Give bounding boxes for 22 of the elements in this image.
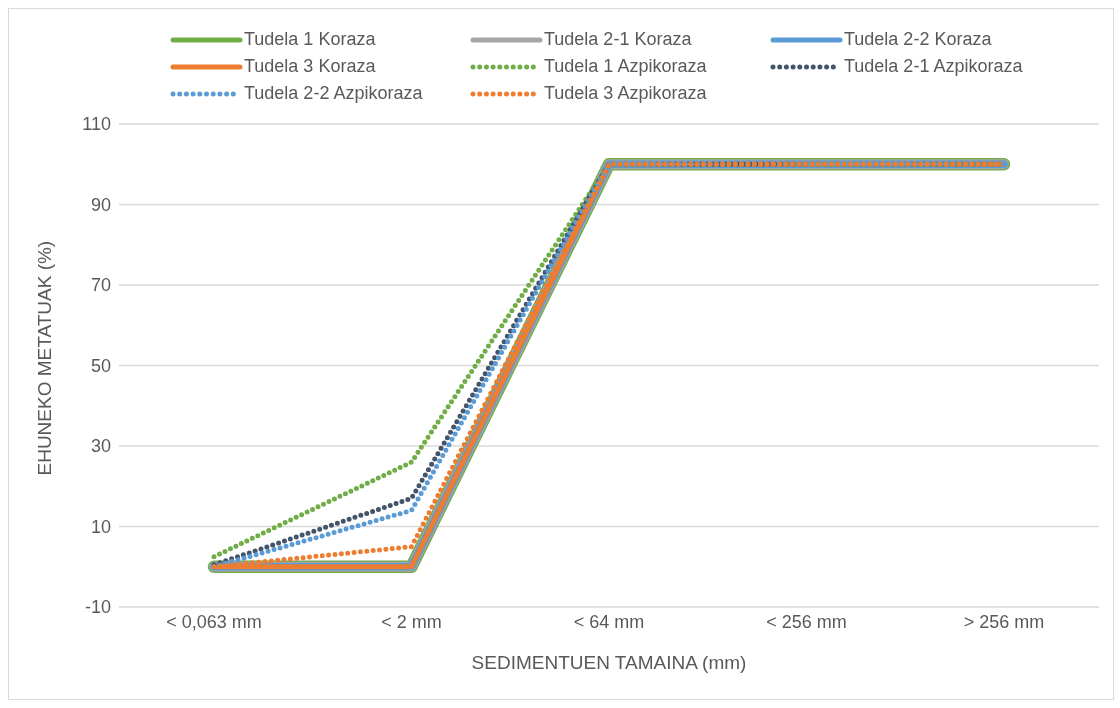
- y-tick-label: 10: [90, 516, 111, 537]
- legend-label: Tudela 1 Koraza: [244, 29, 376, 50]
- legend-label: Tudela 2-1 Azpikoraza: [844, 56, 1023, 77]
- y-tick-label: 30: [90, 436, 111, 457]
- y-tick-label: 90: [90, 194, 111, 215]
- y-tick-label: -10: [84, 597, 111, 618]
- legend-label: Tudela 2-1 Koraza: [544, 29, 692, 50]
- legend-label: Tudela 2-2 Azpikoraza: [244, 83, 423, 104]
- x-tick-label: < 64 mm: [573, 611, 645, 632]
- x-tick-label: < 0,063 mm: [166, 611, 262, 632]
- legend-label: Tudela 2-2 Koraza: [844, 29, 992, 50]
- y-tick-label: 70: [90, 275, 111, 296]
- x-tick-label: < 2 mm: [381, 611, 442, 632]
- x-axis-title: SEDIMENTUEN TAMAINA (mm): [471, 652, 747, 673]
- x-tick-label: < 256 mm: [766, 611, 847, 632]
- legend-label: Tudela 1 Azpikoraza: [544, 56, 707, 77]
- x-tick-label: > 256 mm: [963, 611, 1045, 632]
- y-tick-label: 50: [90, 355, 111, 376]
- y-axis-title: EHUNEKO METATUAK (%): [33, 240, 55, 476]
- legend-label: Tudela 3 Azpikoraza: [544, 83, 707, 104]
- y-tick-label: 110: [82, 114, 111, 135]
- legend-label: Tudela 3 Koraza: [244, 56, 376, 77]
